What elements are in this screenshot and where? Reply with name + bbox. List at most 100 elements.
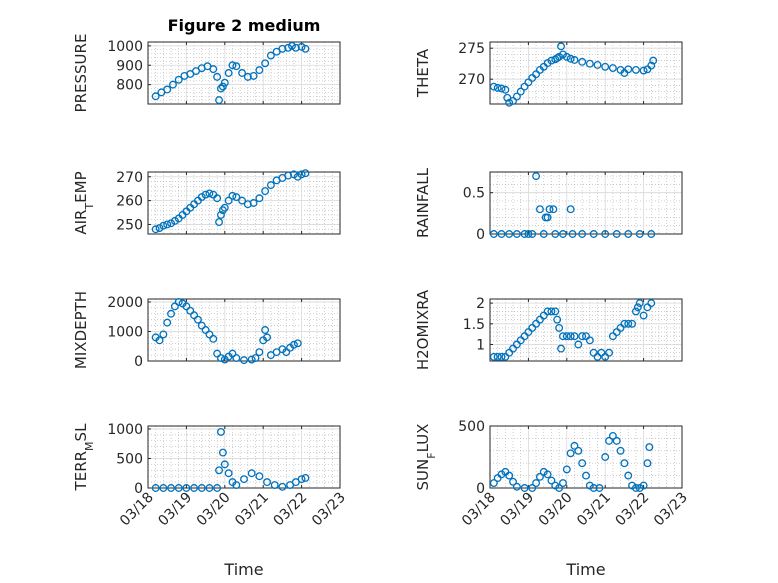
data-point (535, 315, 544, 324)
x-tick-label: 03/20 (536, 490, 576, 530)
data-point (631, 65, 640, 74)
y-tick-label: 260 (116, 194, 143, 210)
y-axis-label: TERRMSL (72, 423, 96, 492)
data-point (261, 59, 270, 68)
data-point (585, 59, 594, 68)
data-point (553, 315, 562, 324)
data-point (555, 323, 564, 332)
data-point (163, 85, 172, 94)
x-tick-label: 03/19 (155, 490, 195, 530)
subplot-terr-msl: 0500100003/1803/1903/2003/2103/2203/23TE… (72, 422, 349, 579)
data-point (532, 172, 541, 181)
data-point (186, 306, 195, 315)
data-point (489, 479, 498, 487)
data-point (624, 230, 633, 238)
data-point (217, 210, 225, 219)
data-point (631, 307, 640, 316)
data-point (574, 340, 583, 349)
x-axis-label: Time (565, 560, 605, 579)
data-point (159, 484, 168, 492)
subplot-rainfall: 0 0.5 RAINFALL (414, 167, 683, 243)
data-point (543, 307, 552, 316)
data-point (255, 194, 264, 203)
data-point (578, 230, 587, 238)
data-point (151, 484, 160, 492)
data-point (263, 333, 271, 342)
data-point (255, 348, 264, 357)
data-point (547, 307, 556, 316)
data-point (489, 230, 498, 238)
data-point (174, 484, 183, 492)
y-tick-label: 270 (116, 170, 143, 186)
data-point (190, 484, 199, 492)
data-point (288, 41, 296, 50)
data-point (289, 340, 298, 349)
data-point (645, 443, 654, 452)
data-point (520, 230, 529, 238)
data-point (524, 78, 533, 87)
data-point (213, 484, 222, 492)
y-tick-label: 270 (458, 72, 485, 88)
data-point (243, 72, 252, 81)
data-point (624, 319, 633, 328)
axes-box (489, 41, 683, 105)
y-tick-label: 1.5 (463, 317, 485, 333)
data-point (635, 230, 644, 238)
data-point (243, 200, 252, 209)
data-point (270, 481, 279, 489)
x-tick-label: 03/22 (271, 490, 311, 530)
data-point (217, 354, 225, 362)
data-point (612, 436, 621, 445)
data-point (516, 87, 525, 96)
data-point (205, 189, 214, 198)
data-point (284, 171, 293, 180)
data-point (255, 66, 264, 75)
data-point (240, 356, 248, 365)
y-tick-label: 500 (116, 451, 143, 467)
data-point (497, 352, 506, 361)
data-point (278, 44, 287, 53)
data-point (566, 205, 575, 214)
data-point (190, 311, 199, 320)
data-point (215, 218, 223, 227)
y-tick-label: 0 (134, 354, 143, 370)
y-tick-label: 0 (476, 481, 485, 497)
data-point (232, 193, 241, 201)
x-tick-label: 03/21 (574, 490, 614, 530)
data-point (232, 62, 241, 71)
data-point (501, 85, 510, 94)
data-point (209, 65, 218, 74)
data-point (570, 441, 579, 450)
data-point (647, 61, 656, 70)
x-tick-label: 03/21 (232, 490, 272, 530)
y-tick-label: 900 (116, 58, 143, 74)
axes-box (147, 298, 341, 362)
axes-box (489, 171, 683, 235)
data-point (578, 459, 587, 468)
data-point (524, 230, 533, 238)
data-point (532, 70, 541, 79)
y-tick-label: 0 (134, 481, 143, 497)
data-point (151, 92, 160, 101)
data-point (213, 194, 222, 203)
data-point (220, 203, 229, 212)
data-point (193, 315, 202, 324)
data-point (301, 169, 310, 178)
data-point (639, 481, 648, 490)
data-point (255, 472, 264, 481)
data-point (608, 431, 617, 440)
data-point (217, 84, 225, 93)
data-point (559, 479, 567, 487)
data-point (595, 484, 604, 492)
data-point (574, 446, 583, 455)
data-point (612, 230, 621, 238)
data-point (291, 43, 300, 52)
data-point (155, 336, 164, 345)
data-point (201, 190, 210, 199)
data-point (261, 326, 270, 334)
data-point (601, 453, 610, 461)
data-point (503, 93, 512, 102)
data-point (213, 349, 222, 358)
data-point (582, 471, 590, 480)
data-point (251, 354, 260, 362)
